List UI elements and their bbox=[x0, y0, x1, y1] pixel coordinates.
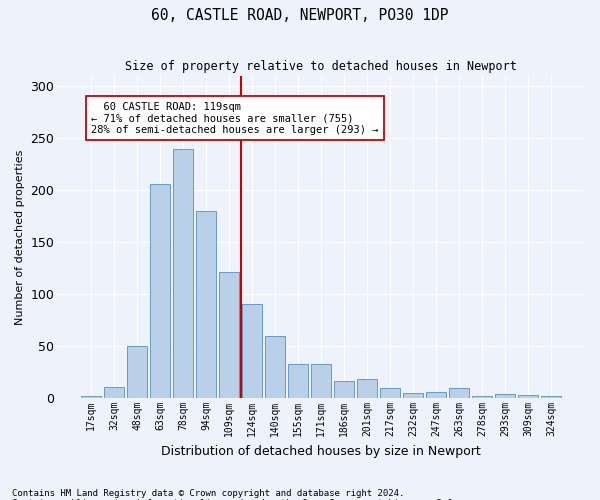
Bar bbox=[104, 386, 124, 398]
Text: 60, CASTLE ROAD, NEWPORT, PO30 1DP: 60, CASTLE ROAD, NEWPORT, PO30 1DP bbox=[151, 8, 449, 22]
Text: 60 CASTLE ROAD: 119sqm
← 71% of detached houses are smaller (755)
28% of semi-de: 60 CASTLE ROAD: 119sqm ← 71% of detached… bbox=[91, 102, 379, 135]
Text: Contains HM Land Registry data © Crown copyright and database right 2024.: Contains HM Land Registry data © Crown c… bbox=[12, 488, 404, 498]
Bar bbox=[518, 395, 538, 398]
Bar bbox=[449, 388, 469, 398]
Bar bbox=[496, 394, 515, 398]
Bar bbox=[173, 150, 193, 398]
Title: Size of property relative to detached houses in Newport: Size of property relative to detached ho… bbox=[125, 60, 517, 73]
Text: Contains public sector information licensed under the Open Government Licence v3: Contains public sector information licen… bbox=[12, 498, 458, 500]
Bar bbox=[219, 272, 239, 398]
Bar bbox=[311, 364, 331, 398]
Bar bbox=[196, 211, 216, 398]
Bar bbox=[541, 396, 561, 398]
Bar bbox=[334, 382, 354, 398]
Bar bbox=[380, 388, 400, 398]
Bar bbox=[472, 396, 492, 398]
Y-axis label: Number of detached properties: Number of detached properties bbox=[15, 149, 25, 324]
Bar bbox=[289, 364, 308, 398]
Bar bbox=[242, 304, 262, 398]
Bar bbox=[403, 393, 423, 398]
Bar bbox=[265, 336, 285, 398]
Bar bbox=[127, 346, 147, 398]
Bar bbox=[427, 392, 446, 398]
X-axis label: Distribution of detached houses by size in Newport: Distribution of detached houses by size … bbox=[161, 444, 481, 458]
Bar bbox=[81, 396, 101, 398]
Bar bbox=[150, 184, 170, 398]
Bar bbox=[358, 380, 377, 398]
